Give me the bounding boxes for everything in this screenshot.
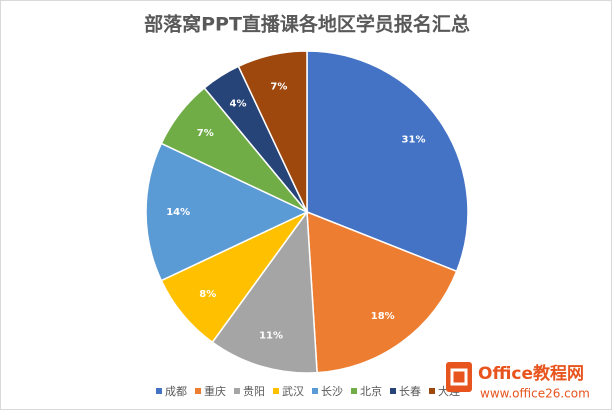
data-label: 18% (371, 311, 395, 322)
legend-swatch (156, 388, 162, 394)
legend-swatch (351, 388, 357, 394)
legend-swatch (429, 388, 435, 394)
data-label: 7% (270, 81, 287, 92)
chart-title: 部落窝PPT直播课各地区学员报名汇总 (144, 13, 470, 36)
legend-swatch (234, 388, 240, 394)
legend-label: 贵阳 (243, 385, 265, 398)
pie-slice (145, 142, 309, 282)
watermark-title: Office教程网 (478, 363, 584, 384)
data-label: 8% (199, 289, 216, 300)
watermark: Office教程网 www.office26.com (446, 362, 590, 401)
pie-slice (237, 50, 308, 213)
watermark-logo-mark (450, 368, 468, 386)
legend-label: 长沙 (321, 385, 343, 398)
legend-swatch (390, 388, 396, 394)
legend-swatch (195, 388, 201, 394)
legend-swatch (312, 388, 318, 394)
data-label: 14% (166, 207, 190, 218)
pie-slice (211, 209, 318, 374)
data-label: 4% (229, 98, 246, 109)
data-label: 11% (259, 331, 283, 342)
legend-swatch (273, 388, 279, 394)
pie-slice (306, 210, 458, 374)
legend-label: 成都 (165, 385, 187, 398)
legend-label: 北京 (360, 384, 382, 398)
data-label: 31% (402, 135, 426, 146)
legend-label: 长春 (399, 385, 421, 398)
legend-label: 重庆 (204, 384, 226, 398)
watermark-logo (446, 362, 472, 392)
pie-slice (306, 50, 469, 273)
data-label: 7% (197, 128, 214, 139)
legend-label: 武汉 (282, 385, 304, 398)
watermark-url: www.office26.com (480, 387, 590, 401)
